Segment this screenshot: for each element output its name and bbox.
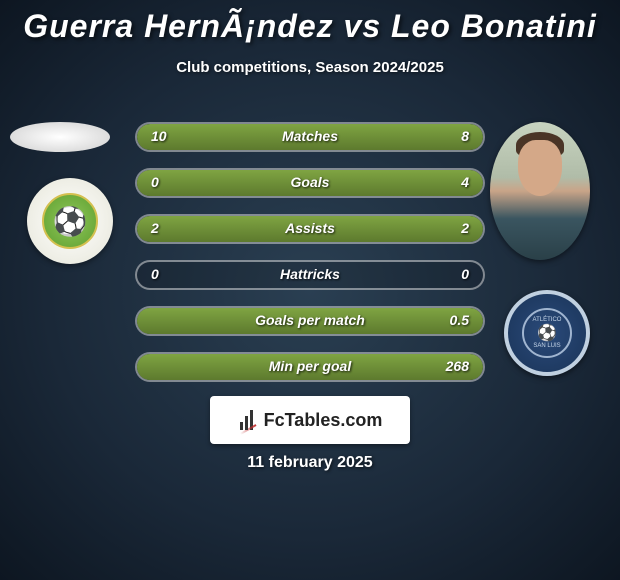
club-label-top: ATLÉTICO — [533, 317, 562, 324]
page-title: Guerra HernÃ¡ndez vs Leo Bonatini — [0, 0, 620, 45]
stat-row: 0.5Goals per match — [135, 306, 485, 336]
stat-row: 268Min per goal — [135, 352, 485, 382]
stat-label: Assists — [137, 220, 483, 236]
subtitle: Club competitions, Season 2024/2025 — [0, 59, 620, 76]
leon-icon: ⚽ — [42, 193, 98, 249]
player2-club-logo: ATLÉTICO ⚽ SAN LUIS — [504, 290, 590, 376]
player2-photo — [490, 122, 590, 260]
sanluis-icon: ATLÉTICO ⚽ SAN LUIS — [522, 308, 572, 358]
soccer-ball-icon: ⚽ — [537, 325, 557, 343]
stat-row: 22Assists — [135, 214, 485, 244]
stat-label: Matches — [137, 128, 483, 144]
club-label-bottom: SAN LUIS — [533, 343, 560, 350]
player2-face-shape — [518, 140, 562, 196]
player1-photo — [10, 122, 110, 152]
stat-label: Goals per match — [137, 312, 483, 328]
stat-label: Goals — [137, 174, 483, 190]
date-label: 11 february 2025 — [0, 454, 620, 472]
player1-club-logo: ⚽ — [27, 178, 113, 264]
stat-label: Min per goal — [137, 358, 483, 374]
fctables-label: FcTables.com — [264, 410, 383, 431]
stat-label: Hattricks — [137, 266, 483, 282]
stats-panel: 108Matches 04Goals 22Assists 00Hattricks 0.5… — [135, 122, 485, 398]
fctables-logo-icon — [238, 410, 258, 430]
stat-row: 04Goals — [135, 168, 485, 198]
fctables-badge: FcTables.com — [210, 396, 410, 444]
stat-row: 108Matches — [135, 122, 485, 152]
stat-row: 00Hattricks — [135, 260, 485, 290]
